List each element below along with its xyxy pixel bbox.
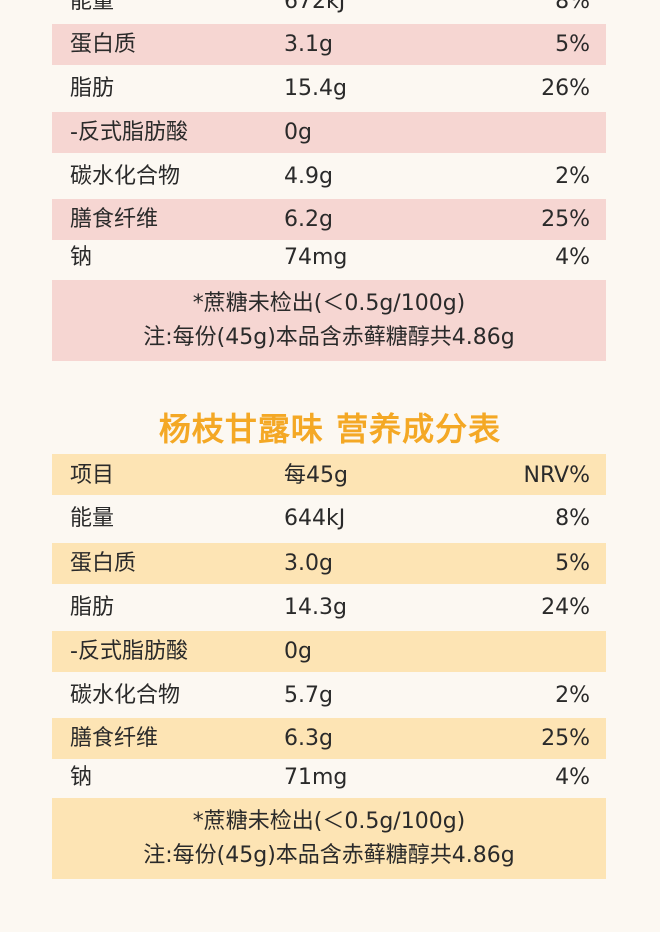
table-row: 脂肪 15.4g 26% [52, 68, 606, 109]
header-nrv: NRV% [523, 463, 591, 488]
nutrient-amount: 644kJ [284, 506, 346, 531]
nutrient-amount: 6.2g [284, 207, 333, 232]
nutrient-nrv: 25% [541, 207, 590, 232]
table-row: 膳食纤维 6.3g 25% [52, 718, 606, 759]
section-title: 杨枝甘露味 营养成分表 [158, 410, 502, 448]
table-row: 能量 672kJ 8% [52, 0, 606, 14]
table-row: 蛋白质 3.1g 5% [52, 24, 606, 65]
header-amount: 每45g [284, 463, 348, 488]
nutrient-amount: 71mg [284, 765, 348, 790]
table-row: 蛋白质 3.0g 5% [52, 543, 606, 584]
nutrient-amount: 0g [284, 639, 312, 664]
nutrient-name: 能量 [70, 506, 115, 531]
table-row: -反式脂肪酸 0g [52, 631, 606, 672]
nutrient-amount: 14.3g [284, 595, 347, 620]
nutrient-name: 能量 [70, 0, 115, 14]
header-item: 项目 [70, 463, 115, 488]
nutrient-nrv: 8% [555, 506, 590, 531]
nutrient-amount: 5.7g [284, 683, 333, 708]
nutrient-amount: 15.4g [284, 76, 347, 101]
nutrient-name: -反式脂肪酸 [70, 120, 188, 145]
nutrient-name: 膳食纤维 [70, 207, 159, 232]
nutrient-name: 钠 [70, 245, 93, 270]
nutrient-nrv: 8% [555, 0, 590, 14]
nutrient-nrv: 5% [555, 551, 590, 576]
table-note-serving: 注:每份(45g)本品含赤藓糖醇共4.86g [143, 843, 515, 868]
nutrition-table-1: 能量 672kJ 8% 蛋白质 3.1g 5% 脂肪 15.4g 26% -反式… [52, 0, 606, 361]
nutrient-amount: 74mg [284, 245, 348, 270]
nutrient-amount: 672kJ [284, 0, 346, 14]
nutrient-amount: 0g [284, 120, 312, 145]
nutrient-name: 碳水化合物 [70, 683, 181, 708]
nutrient-name: 脂肪 [70, 595, 115, 620]
table-note-box: *蔗糖未检出(＜0.5g/100g) 注:每份(45g)本品含赤藓糖醇共4.86… [52, 798, 606, 879]
table-note-sucrose: *蔗糖未检出(＜0.5g/100g) [192, 809, 466, 834]
table-row: 碳水化合物 5.7g 2% [52, 675, 606, 716]
nutrient-name: 蛋白质 [70, 32, 137, 57]
table-row: 钠 74mg 4% [52, 239, 606, 277]
nutrient-name: -反式脂肪酸 [70, 639, 188, 664]
nutrient-amount: 4.9g [284, 164, 333, 189]
nutrient-name: 脂肪 [70, 76, 115, 101]
nutrient-name: 钠 [70, 765, 93, 790]
nutrient-name: 蛋白质 [70, 551, 137, 576]
nutrient-nrv: 26% [541, 76, 590, 101]
nutrient-amount: 6.3g [284, 726, 333, 751]
nutrient-nrv: 25% [541, 726, 590, 751]
nutrient-nrv: 5% [555, 32, 590, 57]
table-row: 能量 644kJ 8% [52, 498, 606, 539]
nutrition-table-2: 项目 每45g NRV% 能量 644kJ 8% 蛋白质 3.0g 5% 脂肪 … [52, 454, 606, 879]
table-note-sucrose: *蔗糖未检出(＜0.5g/100g) [192, 291, 466, 316]
nutrient-nrv: 2% [555, 164, 590, 189]
nutrient-name: 碳水化合物 [70, 164, 181, 189]
table-row: 碳水化合物 4.9g 2% [52, 156, 606, 197]
nutrient-nrv: 4% [555, 245, 590, 270]
nutrient-amount: 3.1g [284, 32, 333, 57]
table-row: 钠 71mg 4% [52, 759, 606, 797]
table-row: -反式脂肪酸 0g [52, 112, 606, 153]
table-note-box: *蔗糖未检出(＜0.5g/100g) 注:每份(45g)本品含赤藓糖醇共4.86… [52, 280, 606, 361]
table-row: 脂肪 14.3g 24% [52, 587, 606, 628]
nutrient-nrv: 2% [555, 683, 590, 708]
nutrient-amount: 3.0g [284, 551, 333, 576]
nutrient-nrv: 24% [541, 595, 590, 620]
table-row: 膳食纤维 6.2g 25% [52, 199, 606, 240]
table-note-serving: 注:每份(45g)本品含赤藓糖醇共4.86g [143, 325, 515, 350]
table-header: 项目 每45g NRV% [52, 454, 606, 495]
nutrient-nrv: 4% [555, 765, 590, 790]
nutrient-name: 膳食纤维 [70, 726, 159, 751]
